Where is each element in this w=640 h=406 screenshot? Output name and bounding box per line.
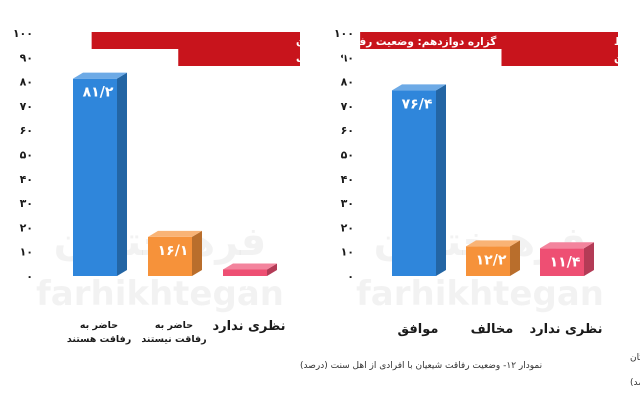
title-box: [360, 32, 618, 49]
bar-top: [466, 240, 520, 247]
y-tick-label: ۶۰: [20, 124, 33, 137]
title-box: [501, 49, 618, 66]
chart-title: گزاره دوازدهم: وضعیت رفاقت شیعیان با افرا…: [91, 32, 497, 66]
bar-value-label: ۸۱/۲: [83, 85, 114, 101]
title-box: [91, 32, 300, 49]
bar-front: [223, 269, 267, 276]
bar-side: [267, 263, 277, 276]
caption-line: نمودار ۱۲- وضعیت رفاقت شیعیان با افرادی …: [300, 361, 542, 371]
bar-top: [392, 84, 446, 91]
bar-front: [73, 78, 117, 277]
title-line: گزاره دوازدهم: وضعیت رفاقت شیعیان: [296, 35, 497, 48]
bar-3: ۲/۷ نظری ندارد: [212, 263, 286, 334]
y-axis: ۰ ۱۰ ۲۰ ۳۰ ۴۰ ۵۰ ۶۰ ۷۰ ۸۰ ۹۰ ۱۰۰: [334, 27, 354, 283]
y-tick-label: ۲۰: [20, 221, 33, 234]
y-tick-label: ۲۰: [341, 221, 354, 234]
bar-2: ۱۲/۲ مخالف: [466, 240, 520, 337]
y-tick-label: ۸۰: [20, 76, 33, 89]
bar-value-label: ۱۱/۴: [550, 254, 581, 270]
y-tick-label: ۴۰: [341, 173, 354, 186]
category-label: حاضر به: [155, 320, 193, 331]
bar-1: ۷۶/۴ موافق: [392, 84, 446, 337]
bar-value-label: ۱۲/۲: [476, 252, 507, 268]
category-label: رفاقت نیستند: [141, 334, 206, 345]
chart-caption: نمودار ۱۲- وضعیت رفاقت شیعیان با افرادی …: [300, 361, 542, 371]
category-label: نظری ندارد: [529, 322, 602, 337]
category-label: نظری ندارد: [212, 319, 285, 334]
watermark-en-right: farhikhtegan: [356, 274, 604, 314]
y-tick-label: ۰: [26, 270, 33, 283]
y-tick-label: ۱۰۰: [13, 27, 33, 40]
bar-side: [192, 230, 202, 276]
y-tick-label: ۵۰: [20, 149, 33, 162]
title-line: گزاره یازدهم: اولویت دولت، ارتقا و بهبود…: [614, 35, 640, 48]
y-tick-label: ۱۰۰: [334, 27, 354, 40]
title-line: با افرادی از اهل سنت: [296, 53, 410, 65]
chart-11: ۰ ۱۰ ۲۰ ۳۰ ۴۰ ۵۰ ۶۰ ۷۰ ۸۰ ۹۰ ۱۰۰ گزاره یازدهم: اولو…: [334, 27, 640, 388]
y-tick-label: ۰: [347, 270, 354, 283]
watermark: فرهیختگان farhikhtegan فرهیختگان farhikh…: [36, 218, 604, 314]
y-tick-label: ۹۰: [341, 51, 354, 64]
caption-line: نمودار ۱۱- نظر پاسخگویان درباره ارتقا و …: [630, 351, 640, 363]
bar-top: [540, 242, 594, 249]
y-tick-label: ۳۰: [20, 197, 33, 210]
chart-title: گزاره یازدهم: اولویت دولت، ارتقا و بهبود…: [360, 32, 640, 66]
bar-value-label: ۲/۷: [237, 275, 260, 291]
y-tick-label: ۸۰: [341, 76, 354, 89]
bar-side: [510, 240, 520, 276]
category-label: حاضر به: [80, 320, 118, 331]
y-tick-label: ۵۰: [341, 149, 354, 162]
category-label: موافق: [398, 322, 439, 337]
bar-top: [148, 230, 202, 237]
title-box: [178, 49, 300, 66]
y-axis: ۰ ۱۰ ۲۰ ۳۰ ۴۰ ۵۰ ۶۰ ۷۰ ۸۰ ۹۰ ۱۰۰: [13, 27, 33, 283]
bar-front: [148, 236, 192, 276]
y-tick-label: ۷۰: [20, 100, 33, 113]
bar-side: [584, 242, 594, 276]
bar-top: [223, 263, 277, 270]
bar-value-label: ۱۶/۱: [158, 243, 189, 259]
y-tick-label: ۱۰: [20, 246, 33, 259]
bar-side: [117, 72, 127, 277]
category-label: رفاقت هستند: [67, 334, 131, 345]
y-tick-label: ۷۰: [341, 100, 354, 113]
category-label: مخالف: [471, 322, 514, 337]
bar-top: [73, 72, 127, 79]
y-tick-label: ۶۰: [341, 124, 354, 137]
bar-value-label: ۷۶/۴: [402, 96, 433, 112]
y-tick-label: ۹۰: [20, 51, 33, 64]
bar-3: ۱۱/۴ نظری ندارد: [529, 242, 603, 337]
y-tick-label: ۳۰: [341, 197, 354, 210]
y-tick-label: ۴۰: [20, 173, 33, 186]
bar-1: ۸۱/۲ حاضر به رفاقت هستند: [67, 72, 131, 345]
bar-front: [392, 90, 436, 277]
caption-line: مسلمان از سوی دولت (درصد): [630, 378, 640, 388]
title-line: با همسایگان مسلمان: [614, 52, 640, 65]
bar-2: ۱۶/۱ حاضر به رفاقت نیستند: [141, 230, 207, 345]
bar-front: [466, 246, 510, 276]
bar-side: [436, 84, 446, 277]
chart-caption: نمودار ۱۱- نظر پاسخگویان درباره ارتقا و …: [630, 351, 640, 388]
y-tick-label: ۱۰: [341, 246, 354, 259]
watermark-en: farhikhtegan: [36, 274, 284, 314]
bar-front: [540, 248, 584, 276]
